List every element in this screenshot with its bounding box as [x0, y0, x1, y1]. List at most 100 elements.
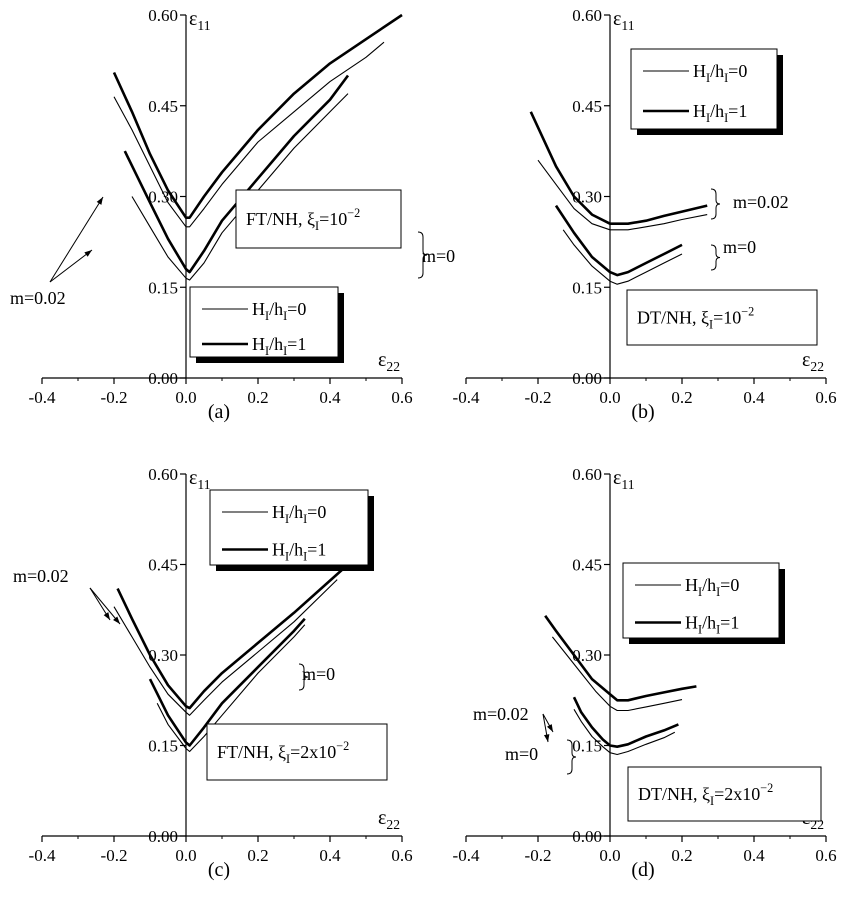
series-line-4: [573, 709, 676, 756]
legend-entry: HI/hI=0: [272, 502, 326, 526]
legend-entry: HI/hI=1: [272, 540, 326, 564]
material-label: DT/NH, ξI=2x10−2: [638, 781, 773, 808]
material-label-box: [627, 766, 822, 822]
series-line-1: [544, 615, 697, 702]
legend-entry: HI/hI=0: [685, 575, 739, 599]
series-line-1: [529, 111, 708, 225]
legend-box: [622, 562, 780, 639]
panel-b: -0.4 -0.2 0.0 0.2 0.4 0.6 0.00 0.15 0.30 0.45 0.60…: [453, 6, 837, 423]
x-tick-label: -0.4: [453, 388, 480, 407]
x-tick-label: 0.6: [391, 388, 412, 407]
x-tick-label: -0.2: [101, 846, 128, 865]
y-tick-label: 0.00: [148, 369, 178, 388]
series-line-1: [112, 13, 403, 219]
legend-entry: HI/hI=1: [252, 334, 306, 358]
legend-box: [630, 48, 778, 130]
annotation-label: m=0: [302, 664, 335, 684]
x-tick-label: 0.0: [599, 388, 620, 407]
x-tick-label: -0.2: [525, 846, 552, 865]
panel-a: -0.4 -0.2 0.0 0.2 0.4 0.60.000.150.300.450.60…: [10, 6, 455, 423]
x-tick-label: 0.6: [815, 846, 836, 865]
annotation-label: m=0.02: [733, 192, 789, 212]
brace-2: [710, 244, 721, 271]
panel-label: (c): [208, 859, 230, 881]
annotation-arrow: [89, 587, 121, 625]
panel-label: (a): [208, 401, 230, 423]
legend-entry: HI/hI=1: [693, 101, 747, 125]
annotation-label: m=0: [723, 237, 756, 257]
legend-entry: HI/hI=0: [693, 61, 747, 85]
x-axis-label: ε22: [378, 349, 400, 374]
series-line-1: [116, 563, 349, 710]
legend-box: [189, 286, 339, 358]
brace-1: [298, 663, 309, 691]
y-tick-label: 0.15: [572, 278, 602, 297]
series-line-4: [156, 624, 306, 753]
y-tick-label: 0.15: [572, 737, 602, 756]
x-tick-label: 0.6: [391, 846, 412, 865]
annotation-arrow: [49, 196, 104, 283]
material-label-box: [235, 189, 402, 249]
x-tick-label: -0.2: [101, 388, 128, 407]
annotation-arrowhead: [103, 612, 110, 620]
x-tick-label: 0.4: [319, 388, 341, 407]
series-line-2: [113, 579, 338, 716]
brace-1: [417, 231, 428, 279]
series-line-2: [113, 41, 385, 228]
series-line-2: [551, 636, 683, 712]
annotation-arrow: [49, 249, 93, 283]
x-tick-label: 0.0: [599, 846, 620, 865]
panel-c: -0.4 -0.2 0.0 0.2 0.4 0.6 0.00 0.15 0.30 0.45 0.60…: [13, 465, 413, 881]
y-tick-label: 0.15: [148, 737, 178, 756]
annotation-arrowhead: [546, 724, 553, 732]
brace-1: [710, 188, 721, 220]
y-tick-label: 0.00: [572, 369, 602, 388]
series-line-3: [123, 74, 350, 274]
y-axis-label: ε11: [613, 8, 635, 33]
annotation-label: m=0.02: [13, 566, 69, 586]
x-tick-label: 0.2: [247, 388, 268, 407]
y-tick-label: 0.45: [572, 556, 602, 575]
y-tick-label: 0.00: [148, 827, 178, 846]
y-tick-label: 0.60: [572, 6, 602, 25]
x-tick-label: -0.4: [29, 846, 56, 865]
y-axis-label: ε11: [189, 467, 211, 492]
x-tick-label: 0.0: [175, 846, 196, 865]
material-label: FT/NH, ξI=2x10−2: [217, 739, 349, 766]
x-tick-label: 0.0: [175, 388, 196, 407]
y-tick-label: 0.15: [148, 278, 178, 297]
panel-d: -0.4 -0.2 0.0 0.2 0.4 0.6 0.00 0.15 0.30 0.45 0.60…: [453, 465, 837, 881]
x-axis-label: ε22: [378, 807, 400, 832]
y-tick-label: 0.60: [148, 6, 178, 25]
annotation-arrowhead: [84, 250, 92, 257]
series-line-2: [537, 159, 708, 231]
x-tick-label: 0.4: [743, 846, 765, 865]
legend-box: [209, 489, 369, 566]
annotation-arrowhead: [96, 197, 103, 205]
x-tick-label: -0.4: [453, 846, 480, 865]
material-label-box: [626, 289, 818, 346]
y-tick-label: 0.60: [148, 465, 178, 484]
x-tick-label: -0.2: [525, 388, 552, 407]
panel-label: (b): [631, 401, 654, 423]
annotation-arrowhead: [543, 734, 550, 742]
y-tick-label: 0.30: [572, 188, 602, 207]
x-tick-label: 0.4: [743, 388, 765, 407]
material-label-box: [206, 723, 388, 781]
annotation-label: m=0: [422, 246, 455, 266]
x-tick-label: 0.6: [815, 388, 836, 407]
x-tick-label: 0.2: [671, 846, 692, 865]
y-tick-label: 0.45: [148, 97, 178, 116]
y-tick-label: 0.45: [572, 97, 602, 116]
series-line-3: [148, 617, 306, 747]
series-line-3: [572, 696, 679, 748]
y-tick-label: 0.45: [148, 556, 178, 575]
panel-label: (d): [631, 859, 654, 881]
x-tick-label: -0.4: [29, 388, 56, 407]
y-tick-label: 0.00: [572, 827, 602, 846]
series-line-4: [562, 229, 683, 285]
y-axis-label: ε11: [613, 467, 635, 492]
x-tick-label: 0.2: [671, 388, 692, 407]
